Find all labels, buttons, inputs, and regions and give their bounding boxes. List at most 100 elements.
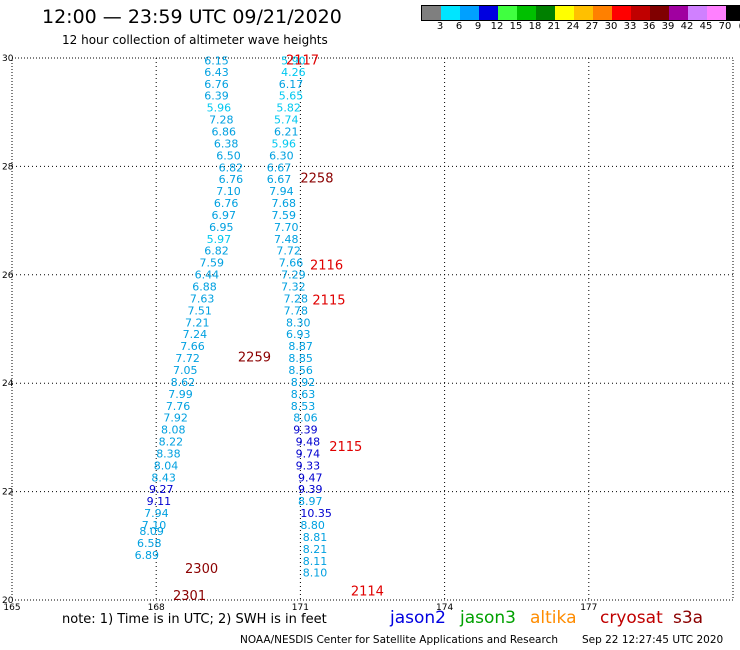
wave-height-value: 6.89 (135, 549, 160, 562)
color-scale-bar (421, 5, 740, 21)
wave-height-value: 6.17 (279, 78, 304, 91)
wave-height-value: 7.29 (281, 269, 306, 282)
wave-height-value: 7.28 (209, 114, 234, 127)
color-swatch (498, 6, 517, 20)
color-scale-label: 33 (623, 21, 637, 32)
lat-tick-label: 30 (2, 54, 14, 64)
wave-height-value: 6.21 (274, 126, 299, 139)
wave-height-value: 8.43 (151, 471, 176, 484)
wave-height-value: 6.95 (209, 221, 234, 234)
wave-height-value: 7.24 (183, 328, 208, 341)
color-scale-label: 12 (490, 21, 504, 32)
wave-height-value: 7.94 (144, 507, 169, 520)
lon-tick-label: 177 (580, 603, 597, 613)
color-scale-unit: (ft) (738, 21, 740, 32)
footer-organization: NOAA/NESDIS Center for Satellite Applica… (240, 634, 558, 646)
wave-height-value: 8.92 (291, 376, 316, 389)
wave-height-value: 7.28 (284, 292, 309, 305)
footer-timestamp: Sep 22 12:27:45 UTC 2020 (582, 634, 724, 646)
wave-height-value: 5.82 (276, 102, 301, 115)
color-swatch (479, 6, 498, 20)
color-scale-label: 30 (604, 21, 618, 32)
wave-height-value: 7.99 (168, 388, 193, 401)
wave-height-value: 7.66 (279, 257, 304, 270)
wave-height-value: 7.92 (163, 412, 188, 425)
wave-height-value: 9.48 (296, 436, 321, 449)
chart-title: 12:00 — 23:59 UTC 09/21/2020 (42, 6, 342, 28)
wave-height-value: 7.59 (199, 257, 224, 270)
wave-height-value: 8.22 (159, 436, 184, 449)
legend-jason3: jason3 (460, 608, 516, 628)
color-swatch (441, 6, 460, 20)
wave-height-value: 4.26 (281, 66, 306, 79)
wave-height-value: 7.76 (166, 400, 191, 413)
color-scale-label: 42 (680, 21, 694, 32)
wave-height-value: 6.58 (137, 537, 162, 550)
lon-tick-label: 171 (292, 603, 309, 613)
color-swatch (707, 6, 726, 20)
wave-height-value: 8.08 (161, 424, 186, 437)
wave-height-value: 8.21 (303, 543, 328, 556)
lat-tick-label: 28 (2, 162, 14, 172)
wave-height-value: 7.05 (173, 364, 198, 377)
wave-height-value: 8.09 (139, 525, 164, 538)
wave-height-value: 6.82 (204, 245, 229, 258)
color-scale-label: 21 (547, 21, 561, 32)
wave-height-value: 8.97 (298, 495, 323, 508)
wave-height-value: 9.47 (298, 471, 323, 484)
wave-height-value: 7.48 (274, 233, 299, 246)
lat-tick-label: 20 (2, 596, 14, 606)
wave-height-value: 8.85 (288, 352, 313, 365)
wave-height-value: 7.10 (142, 519, 167, 532)
wave-height-value: 9.27 (149, 483, 174, 496)
wave-height-value: 8.10 (303, 567, 328, 580)
wave-height-value: 6.67 (267, 173, 292, 186)
wave-height-value: 5.96 (272, 137, 297, 150)
wave-height-value: 5.74 (274, 114, 299, 127)
wave-height-value: 8.56 (288, 364, 313, 377)
wave-height-value: 8.81 (303, 531, 328, 544)
legend-jason2: jason2 (390, 608, 446, 628)
wave-height-value: 5.90 (281, 55, 306, 68)
pass-time-label: 2114 (351, 585, 384, 600)
wave-height-value: 7.94 (269, 185, 294, 198)
lat-tick-label: 26 (2, 271, 14, 281)
color-swatch (612, 6, 631, 20)
color-scale-label: 45 (699, 21, 713, 32)
pass-time-label: 2116 (310, 258, 343, 273)
wave-height-value: 7.66 (180, 340, 205, 353)
legend-cryosat: cryosat (600, 608, 663, 628)
lat-tick-label: 22 (2, 488, 13, 498)
wave-height-value: 8.04 (154, 459, 179, 472)
wave-height-value: 6.44 (195, 269, 220, 282)
wave-height-value: 8.30 (286, 316, 311, 329)
color-swatch (688, 6, 707, 20)
wave-height-value: 6.50 (216, 149, 241, 162)
color-scale-label: 9 (474, 21, 482, 32)
color-scale-label: 36 (642, 21, 656, 32)
color-scale-label: 70 (718, 21, 732, 32)
wave-height-value: 7.21 (185, 316, 210, 329)
wave-height-value: 7.68 (272, 197, 297, 210)
wave-height-value: 8.87 (288, 340, 313, 353)
color-swatch (650, 6, 669, 20)
lon-tick-label: 174 (436, 603, 453, 613)
wave-height-value: 5.96 (207, 102, 232, 115)
wave-height-value: 6.15 (204, 55, 229, 68)
pass-time-label: 2301 (173, 589, 206, 604)
wave-height-value: 7.10 (216, 185, 241, 198)
wave-height-value: 7.72 (276, 245, 301, 258)
pass-time-label: 2258 (300, 172, 333, 187)
wave-height-value: 9.33 (296, 459, 321, 472)
wave-height-value: 6.39 (204, 90, 229, 103)
wave-height-value: 5.65 (279, 90, 304, 103)
pass-time-label: 2259 (238, 351, 271, 366)
wave-height-value: 8.38 (156, 447, 181, 460)
color-scale-label: 24 (566, 21, 580, 32)
wave-height-value: 10.35 (300, 507, 332, 520)
color-swatch (593, 6, 612, 20)
wave-height-value: 7.51 (187, 304, 212, 317)
wave-height-value: 6.76 (219, 173, 244, 186)
wave-height-value: 9.39 (298, 483, 323, 496)
